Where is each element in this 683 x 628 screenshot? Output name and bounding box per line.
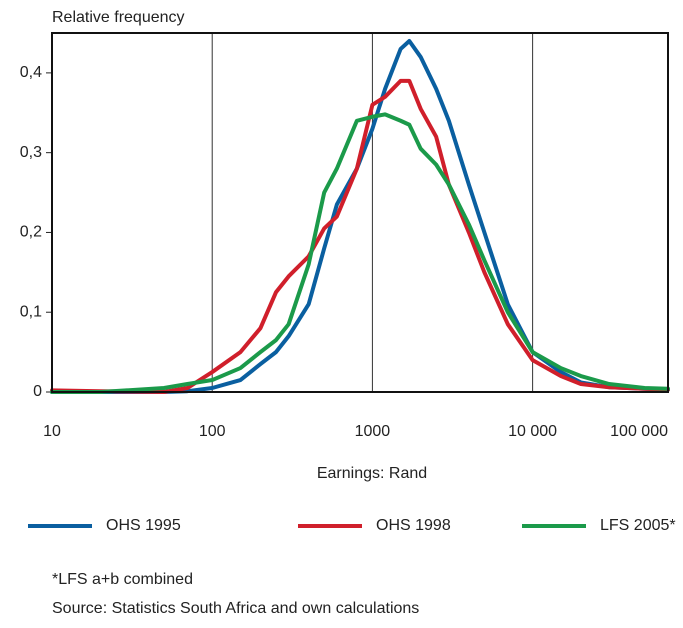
y-tick-label: 0 [33,383,42,400]
y-tick-label: 0,2 [20,224,42,241]
y-tick-label: 0,1 [20,303,42,320]
y-tick-label: 0,3 [20,144,42,161]
y-axis-label: Relative frequency [52,9,185,26]
x-tick-label: 1000 [355,423,391,440]
y-tick-label: 0,4 [20,64,42,81]
legend-label: OHS 1998 [376,517,451,534]
x-tick-label: 100 [199,423,226,440]
note: *LFS a+b combined [52,571,193,588]
x-tick-label: 10 [43,423,61,440]
x-tick-label: 100 000 [610,423,668,440]
x-tick-label: 10 000 [508,423,557,440]
note: Source: Statistics South Africa and own … [52,600,419,617]
legend-label: LFS 2005* [600,517,676,534]
line-series [50,78,670,394]
line-series [50,38,670,394]
plot-frame [51,32,669,393]
legend-label: OHS 1995 [106,517,181,534]
line-series [50,112,670,394]
x-axis-label: Earnings: Rand [317,465,427,482]
